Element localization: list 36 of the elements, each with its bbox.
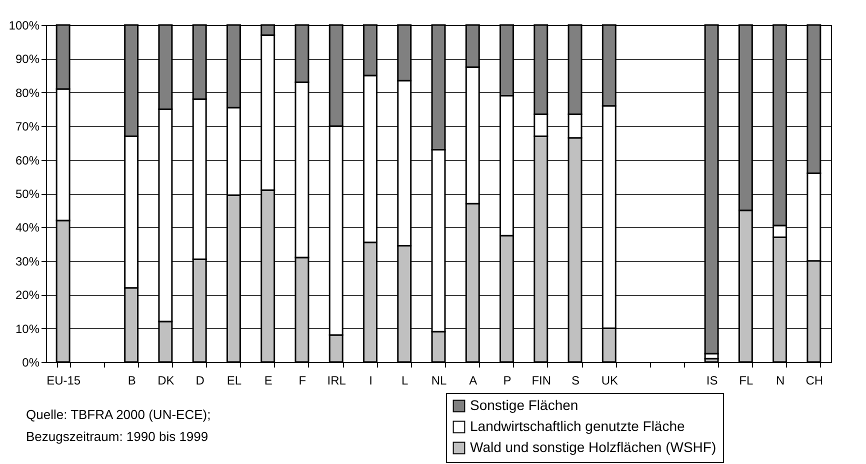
x-tick-label: IRL (327, 374, 346, 388)
x-tick-label: S (572, 374, 580, 388)
x-tick-label: IS (706, 374, 718, 388)
y-tick-label: 50% (15, 187, 40, 201)
y-tick-label: 80% (15, 86, 40, 100)
y-tick-label: 40% (15, 220, 40, 235)
text: Bezugszeitraum: 1990 bis 1999 (26, 428, 210, 446)
x-tick-label: EL (226, 374, 242, 388)
x-tick-label: I (369, 374, 372, 388)
y-tick-label: 90% (15, 52, 40, 66)
x-tick-label: L (402, 374, 409, 388)
x-tick-label: B (128, 374, 136, 388)
y-tick-label: 20% (15, 288, 40, 302)
x-tick-label: CH (806, 374, 824, 388)
x-tick-label: FIN (532, 374, 552, 388)
x-tick-label: P (503, 374, 512, 388)
y-tick-label: 60% (15, 153, 40, 168)
y-tick-label: 30% (15, 254, 40, 268)
x-tick-label: UK (601, 374, 618, 388)
legend-label: Sonstige Flächen (470, 397, 578, 413)
legend-label: Landwirtschaftlich genutzte Fläche (470, 418, 685, 434)
legend-label: Wald und sonstige Holzflächen (WSHF) (470, 439, 716, 455)
x-tick-label: D (196, 374, 205, 388)
source-note: Quelle: TBFRA 2000 (UN-ECE); (26, 406, 211, 424)
x-tick-label: FL (739, 374, 754, 388)
y-tick-label: 0% (22, 356, 40, 370)
y-tick-label: 70% (15, 120, 40, 134)
x-tick-label: F (298, 374, 306, 388)
y-tick-label: 10% (15, 322, 40, 336)
x-tick-label: DK (158, 374, 174, 388)
x-tick-label: EU-15 (46, 374, 81, 388)
x-tick-label: NL (431, 374, 447, 388)
x-tick-label: A (469, 374, 478, 388)
x-tick-label: N (776, 374, 785, 388)
x-tick-label: E (264, 374, 272, 388)
y-tick-label: 100% (8, 18, 40, 32)
